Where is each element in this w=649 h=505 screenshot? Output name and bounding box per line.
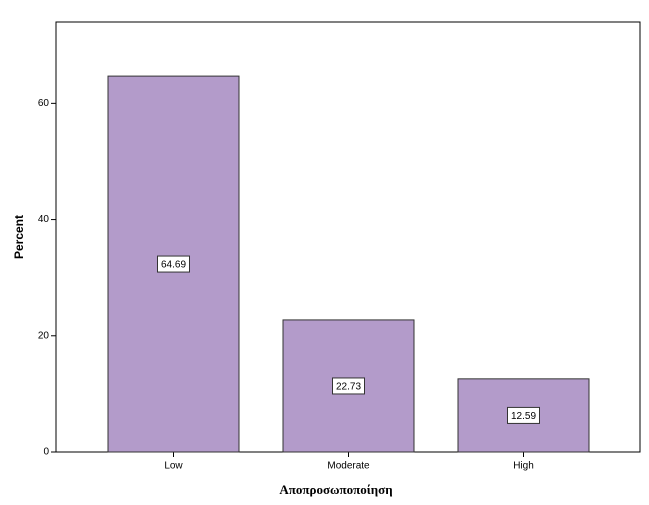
x-axis-title: Αποπροσωποποίηση: [279, 482, 392, 497]
y-axis-title: Percent: [12, 215, 26, 259]
y-tick-label: 40: [38, 214, 50, 225]
x-tick-label: Moderate: [327, 461, 370, 472]
data-label: 12.59: [511, 411, 536, 422]
x-tick-label: Low: [164, 461, 183, 472]
y-tick-label: 60: [38, 98, 50, 109]
data-label: 64.69: [161, 260, 186, 271]
data-label-box: [157, 255, 190, 273]
data-label-box: [507, 406, 540, 424]
y-tick-label: 20: [38, 330, 50, 341]
y-tick-label: 0: [43, 447, 49, 458]
x-tick-label: High: [513, 461, 534, 472]
data-label: 22.73: [336, 382, 361, 393]
data-label-box: [332, 377, 365, 395]
